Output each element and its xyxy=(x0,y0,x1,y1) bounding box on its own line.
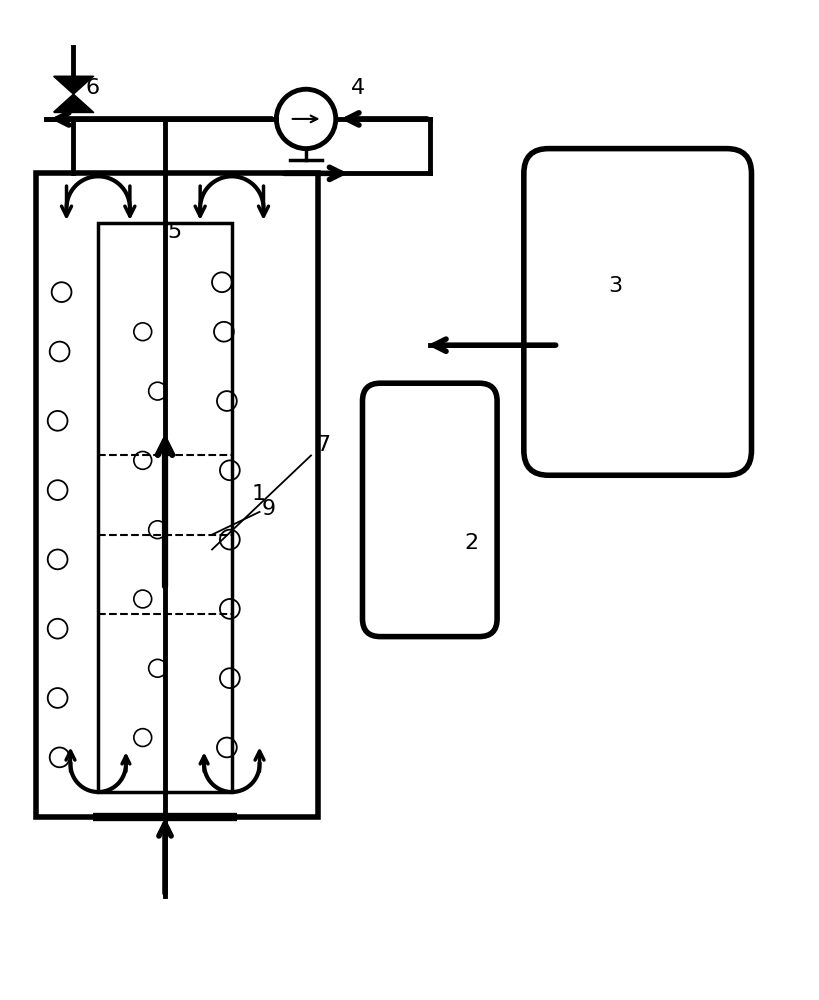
Text: 2: 2 xyxy=(464,533,478,553)
Text: 7: 7 xyxy=(315,435,330,455)
Text: 3: 3 xyxy=(607,276,622,296)
Text: 6: 6 xyxy=(85,78,99,98)
Text: 1: 1 xyxy=(251,484,265,504)
FancyBboxPatch shape xyxy=(523,149,750,475)
Bar xyxy=(36,173,318,817)
FancyBboxPatch shape xyxy=(362,383,496,637)
Text: 4: 4 xyxy=(351,78,364,98)
Polygon shape xyxy=(53,94,93,112)
Text: 5: 5 xyxy=(167,222,182,242)
Bar xyxy=(98,223,232,792)
Text: 9: 9 xyxy=(261,499,275,519)
Polygon shape xyxy=(53,76,93,94)
